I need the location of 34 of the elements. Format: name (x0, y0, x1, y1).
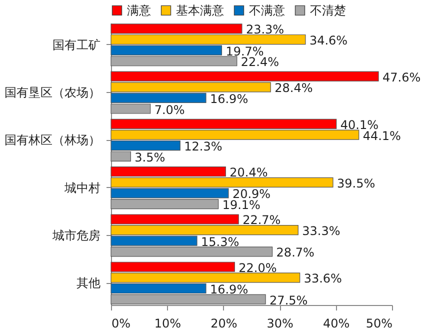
y-tick-label: 城中村 (64, 180, 100, 195)
y-tick-label: 城市危房 (52, 228, 100, 242)
x-tick-label: 20% (210, 316, 238, 330)
x-tick-label: 10% (154, 316, 182, 330)
data-label: 33.6% (304, 272, 342, 286)
x-tick-label: 30% (266, 316, 294, 330)
data-label: 27.5% (270, 293, 308, 308)
data-label: 15.3% (200, 234, 240, 249)
data-label: 39.5% (336, 176, 376, 190)
data-label: 28.7% (276, 246, 314, 260)
y-tick-label: 国有垦区（农场） (4, 86, 100, 100)
legend-label: 基本满意 (176, 3, 224, 18)
data-label: 3.5% (134, 150, 166, 164)
data-label: 12.3% (184, 140, 222, 154)
legend-label: 不清楚 (310, 3, 346, 18)
data-label: 47.6% (382, 70, 421, 84)
x-tick-label: 40% (322, 316, 350, 330)
data-label: 28.4% (274, 81, 313, 96)
data-label: 23.3% (246, 22, 284, 37)
data-label: 20.4% (230, 166, 268, 180)
x-tick-label: 50% (366, 316, 392, 330)
y-tick-label: 国有林区（林场） (4, 133, 100, 148)
y-tick-label: 国有工矿 (52, 38, 100, 52)
data-label: 34.6% (309, 34, 348, 48)
data-label: 22.0% (238, 260, 277, 275)
legend-label: 不满意 (249, 3, 285, 18)
x-tick-label: 0% (112, 316, 131, 330)
data-label: 16.9% (210, 92, 248, 106)
y-tick-label: 其他 (76, 276, 100, 290)
data-label: 33.3% (302, 224, 340, 238)
data-label: 22.7% (242, 213, 281, 228)
data-label: 7.0% (154, 102, 185, 117)
legend-label: 满意 (127, 3, 151, 18)
data-label: 16.9% (210, 282, 248, 296)
